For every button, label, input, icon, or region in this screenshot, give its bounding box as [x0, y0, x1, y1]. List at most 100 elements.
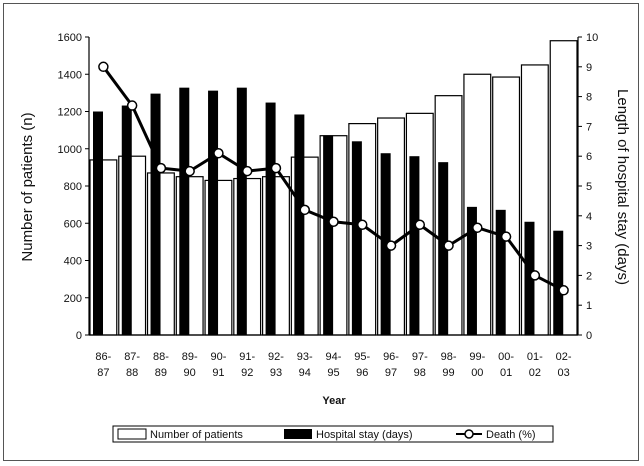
bar-hospital-stay — [409, 156, 420, 335]
x-tick-label-line2: 88 — [126, 367, 138, 379]
x-tick-label-line1: 92- — [268, 351, 284, 363]
legend-swatch-stay — [284, 429, 312, 439]
x-tick-label-line2: 00 — [471, 367, 483, 379]
death-point — [126, 100, 138, 111]
legend-label-patients: Number of patients — [150, 429, 243, 441]
x-tick-label-line2: 97 — [385, 367, 397, 379]
left-tick-label: 0 — [76, 330, 82, 342]
right-tick-label: 9 — [586, 62, 592, 74]
left-tick-label: 200 — [64, 293, 82, 305]
bar-hospital-stay — [323, 135, 334, 335]
x-tick-label-line1: 86- — [95, 351, 111, 363]
bar-hospital-stay — [208, 90, 219, 335]
right-tick-label: 5 — [586, 181, 592, 193]
legend-swatch-death-marker — [464, 429, 474, 439]
bar-hospital-stay — [265, 102, 276, 335]
bar-hospital-stay — [294, 114, 305, 335]
bar-hospital-stay — [236, 87, 247, 335]
x-tick-label-line2: 96 — [356, 367, 368, 379]
right-tick-label: 6 — [586, 151, 592, 163]
x-tick-label-line1: 94- — [326, 351, 342, 363]
legend: Number of patients Hospital stay (days) … — [112, 425, 554, 443]
death-point — [155, 162, 167, 174]
legend-swatch-patients — [117, 428, 147, 440]
x-tick-label-line2: 01 — [500, 367, 512, 379]
legend-box — [112, 425, 554, 443]
death-point — [98, 61, 109, 73]
x-tick-label-line2: 91 — [212, 367, 224, 379]
x-tick-label-line1: 02- — [556, 351, 572, 363]
bar-hospital-stay — [553, 230, 564, 335]
death-point — [213, 147, 224, 159]
bar-hospital-stay — [495, 209, 506, 335]
x-tick-label-line1: 01- — [527, 351, 543, 363]
bar-hospital-stay — [150, 93, 161, 336]
death-point — [241, 165, 253, 177]
x-tick-label-line2: 99 — [442, 367, 454, 379]
x-tick-label-line2: 03 — [557, 367, 569, 379]
death-line-layer — [98, 61, 569, 296]
x-tick-label-line1: 90- — [210, 351, 226, 363]
death-point — [529, 270, 541, 281]
x-tick-label-line2: 98 — [414, 367, 426, 379]
legend-label-death: Death (%) — [486, 429, 536, 441]
right-axis-ticks: 0 1 2 3 4 5 6 7 8 9 10 — [578, 32, 598, 342]
x-tick-label-line1: 00- — [498, 351, 514, 363]
left-axis-title: Number of patients (n) — [19, 112, 36, 261]
right-axis-title: Length of hospital stay (days) — [614, 89, 631, 285]
x-tick-label-line2: 93 — [270, 367, 282, 379]
x-tick-label-line1: 91- — [239, 351, 255, 363]
bar-hospital-stay — [524, 221, 535, 335]
left-tick-label: 600 — [64, 218, 82, 230]
bar-hospital-stay — [380, 153, 391, 335]
x-tick-label-line2: 94 — [299, 367, 311, 379]
death-point — [299, 204, 310, 216]
right-tick-label: 4 — [586, 211, 592, 223]
left-tick-label: 800 — [64, 181, 82, 193]
legend-label-stay: Hospital stay (days) — [316, 429, 413, 441]
x-tick-label-line1: 99- — [469, 351, 485, 363]
death-point — [270, 162, 282, 174]
bar-hospital-stay — [438, 162, 449, 335]
x-tick-label-line1: 96- — [383, 351, 399, 363]
death-point — [357, 219, 368, 230]
x-axis-ticks: 86- 87 87- 88 88- 89 89- 90 90- 91 91- 92 92- 93 93- 94… — [95, 351, 571, 379]
x-axis-title: Year — [322, 395, 346, 407]
x-tick-label-line2: 92 — [241, 367, 253, 379]
left-tick-label: 400 — [64, 256, 82, 268]
x-tick-label-line1: 87- — [124, 351, 140, 363]
death-point — [328, 216, 339, 228]
x-tick-label-line2: 90 — [184, 367, 196, 379]
left-tick-label: 1400 — [58, 69, 82, 81]
death-point — [184, 165, 195, 177]
death-point — [472, 222, 483, 233]
right-tick-label: 1 — [586, 300, 592, 312]
bar-hospital-stay — [93, 111, 103, 335]
x-tick-label-line2: 89 — [155, 367, 167, 379]
right-tick-label: 0 — [586, 330, 592, 342]
death-point — [500, 231, 512, 242]
x-tick-label-line1: 95- — [354, 351, 370, 363]
x-tick-label-line1: 88- — [153, 351, 169, 363]
x-tick-label-line2: 95 — [327, 367, 339, 379]
bar-hospital-stay — [351, 141, 362, 335]
left-tick-label: 1200 — [58, 107, 82, 119]
right-tick-label: 7 — [586, 121, 592, 133]
bar-hospital-stay — [466, 206, 477, 335]
death-point — [414, 219, 426, 230]
x-tick-label-line2: 02 — [529, 367, 541, 379]
left-tick-label: 1000 — [58, 144, 82, 156]
x-tick-label-line1: 93- — [297, 351, 313, 363]
right-tick-label: 10 — [586, 32, 598, 44]
x-tick-label-line1: 97- — [412, 351, 428, 363]
bars-layer — [89, 40, 578, 336]
death-point — [558, 285, 569, 296]
x-tick-label-line1: 98- — [441, 351, 457, 363]
x-tick-label-line1: 89- — [182, 351, 198, 363]
x-tick-label-line2: 87 — [97, 367, 109, 379]
right-tick-label: 2 — [586, 270, 592, 282]
left-tick-label: 1600 — [58, 32, 82, 44]
right-tick-label: 3 — [586, 241, 592, 253]
bar-hospital-stay — [121, 105, 132, 335]
bar-hospital-stay — [179, 87, 190, 335]
